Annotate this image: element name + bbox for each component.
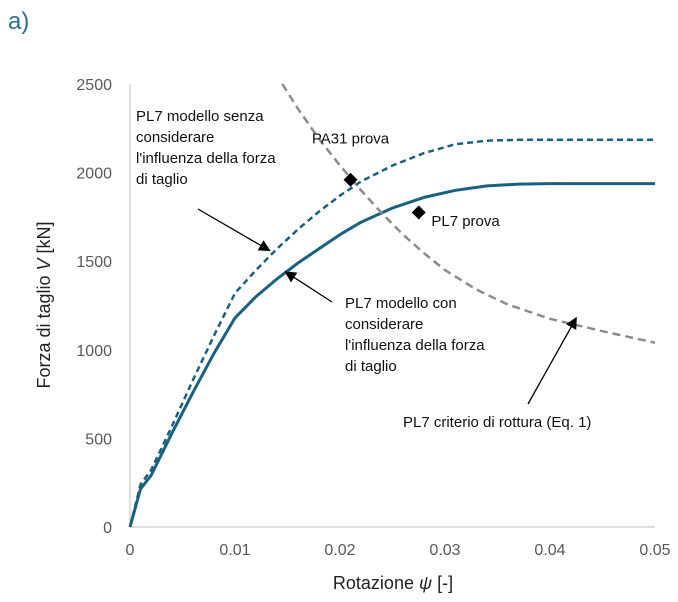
annotation-text: PL7 criterio di rottura (Eq. 1) <box>403 414 591 431</box>
annotation-text: PL7 modello senza considerare l'influenza … <box>136 108 276 188</box>
annotation-layer: PL7 modello senza considerare l'influenza … <box>136 108 591 431</box>
series-layer <box>128 83 656 528</box>
annotation-line: considerare <box>136 129 214 146</box>
y-axis-title: Forza di taglio V [kN] <box>34 221 54 388</box>
annotation-line: PL7 modello senza <box>136 108 264 125</box>
test-point-marker <box>411 205 426 220</box>
annotation-line: di taglio <box>136 171 188 188</box>
tick-layer: 0 0.01 0.02 0.03 0.04 0.05 0 500 1000 1500 2000 250… <box>76 77 670 559</box>
annotation-line: di taglio <box>345 358 397 375</box>
y-tick-label: 2000 <box>76 166 112 183</box>
x-tick-label: 0.01 <box>219 542 250 559</box>
series-line-1 <box>128 138 655 528</box>
annotation-arrow <box>527 316 577 405</box>
y-tick-label: 0 <box>103 520 112 537</box>
annotation-line: l'influenza della forza <box>136 150 276 167</box>
series-line-2 <box>128 182 655 528</box>
y-tick-label: 1500 <box>76 254 112 271</box>
test-point-marker <box>343 172 358 187</box>
annotation-line: l'influenza della forza <box>345 337 485 354</box>
panel-label: a) <box>8 8 30 35</box>
y-tick-label: 1000 <box>76 343 112 360</box>
x-tick-label: 0.02 <box>324 542 355 559</box>
x-tick-label: 0.03 <box>429 542 460 559</box>
y-tick-label: 2500 <box>76 77 112 94</box>
annotation-line: considerare <box>345 316 423 333</box>
x-axis-title: Rotazione ψ [-] <box>333 573 453 593</box>
test-point-label: PA31 prova <box>312 130 390 147</box>
series-line-3 <box>281 83 656 344</box>
x-tick-label: 0.04 <box>534 542 565 559</box>
annotation-line: PL7 modello con <box>345 295 457 312</box>
annotation-line: PL7 criterio di rottura (Eq. 1) <box>403 414 591 431</box>
annotation-text: PL7 modello con considerare l'influenza de… <box>345 295 485 375</box>
annotation-arrow <box>197 208 271 252</box>
annotation-arrow <box>284 271 333 303</box>
plot-area <box>129 84 655 528</box>
y-tick-label: 500 <box>85 431 112 448</box>
test-point-label: PL7 prova <box>431 213 500 230</box>
marker-layer: PA31 prova PL7 prova <box>312 130 501 229</box>
x-tick-label: 0.05 <box>639 542 670 559</box>
x-tick-label: 0 <box>126 542 135 559</box>
